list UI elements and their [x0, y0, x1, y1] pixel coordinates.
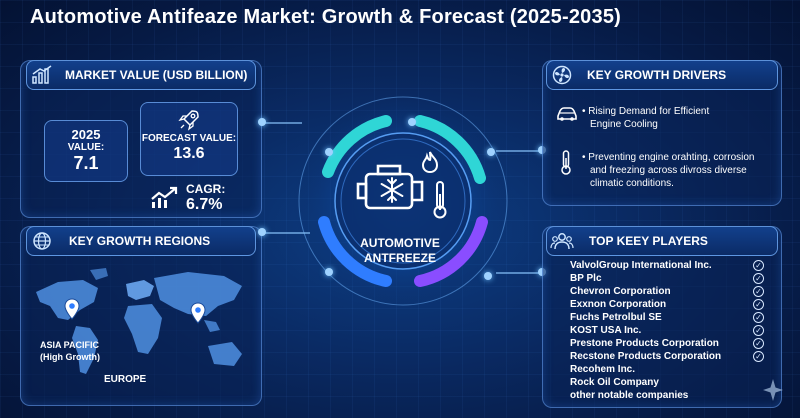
player-item: BP Plc — [570, 273, 602, 284]
player-item: KOST USA Inc. — [570, 325, 642, 336]
market-value-header: MARKET VALUE (USD BILLION) — [26, 60, 256, 90]
players-header: TOP KEEY PLAYERS — [546, 226, 778, 256]
driver-1-text-line1: • Rising Demand for Efficient — [582, 106, 710, 117]
rocket-icon — [141, 107, 237, 133]
drivers-header: KEY GROWTH DRIVERS — [546, 60, 778, 90]
value-2025-box: 2025 VALUE: 7.1 — [44, 120, 128, 182]
fan-icon — [547, 60, 577, 90]
driver-1-text-a: Rising Demand for Efficient — [588, 106, 710, 117]
thermometer-icon — [432, 180, 448, 225]
world-map — [28, 262, 254, 407]
check-icon: ✓ — [753, 312, 764, 323]
sparkle-icon — [762, 378, 784, 407]
connector-line — [496, 150, 540, 152]
europe-label: EUROPE — [104, 374, 147, 385]
regions-header: KEY GROWTH REGIONS — [26, 226, 256, 256]
page-title: Automotive Antifeaze Market: Growth & Fo… — [30, 6, 622, 28]
player-item: Recstone Products Corporation — [570, 351, 722, 362]
connector-dot — [325, 268, 333, 276]
market-value-heading: MARKET VALUE (USD BILLION) — [65, 68, 248, 82]
regions-heading: KEY GROWTH REGIONS — [69, 234, 211, 248]
connector-dot — [258, 118, 266, 126]
people-icon — [547, 226, 577, 256]
connector-line — [496, 272, 540, 274]
connector-line — [262, 232, 310, 234]
player-item: other notable companies — [570, 390, 689, 401]
players-heading: TOP KEEY PLAYERS — [589, 234, 708, 248]
player-item: ValvolGroup International Inc. — [570, 260, 712, 271]
driver-2-text-line1: • Preventing engine orahting, corrosion — [582, 152, 755, 163]
value-label: VALUE: — [67, 142, 105, 153]
connector-dot — [258, 228, 266, 236]
bar-chart-icon — [27, 60, 57, 90]
driver-2-text-line3: climatic conditions. — [590, 178, 674, 189]
player-item: Fuchs Petrolbul SE — [570, 312, 662, 323]
check-icon: ✓ — [753, 260, 764, 271]
check-icon: ✓ — [753, 338, 764, 349]
year-label: 2025 — [71, 127, 101, 142]
asia-pacific-label: ASIA PACIFIC — [40, 340, 100, 350]
connector-line — [262, 122, 302, 124]
forecast-label: FORECAST VALUE: — [141, 133, 237, 144]
thermometer-icon — [560, 150, 572, 181]
snowflake-icon — [378, 176, 406, 209]
car-icon — [556, 106, 578, 127]
check-icon: ✓ — [753, 299, 764, 310]
player-item: Exxnon Corporation — [570, 299, 667, 310]
drivers-heading: KEY GROWTH DRIVERS — [587, 68, 727, 82]
connector-dot — [325, 148, 333, 156]
check-icon: ✓ — [753, 273, 764, 284]
forecast-value-box: FORECAST VALUE: 13.6 — [140, 102, 238, 176]
connector-dot — [487, 148, 495, 156]
trend-up-icon — [150, 186, 180, 215]
center-label-line1: AUTOMOTIVE — [360, 236, 440, 250]
engine-icon — [356, 160, 430, 225]
globe-icon — [27, 226, 57, 256]
driver-2-text-a: Preventing engine orahting, corrosion — [588, 152, 755, 163]
connector-dot — [484, 272, 492, 280]
check-icon: ✓ — [753, 351, 764, 362]
connector-dot — [408, 118, 416, 126]
driver-2-text-line2: and freezing across divross diverse — [590, 165, 747, 176]
player-item: Prestone Products Corporation — [570, 338, 719, 349]
cagr-label: CAGR: — [186, 182, 226, 196]
cagr-value: 6.7% — [186, 196, 223, 213]
value-number: 7.1 — [73, 153, 99, 173]
map-pin-icon — [190, 302, 206, 329]
driver-1-text-line2: Engine Cooling — [590, 119, 658, 130]
check-icon: ✓ — [753, 325, 764, 336]
flame-icon — [420, 150, 440, 179]
check-icon: ✓ — [753, 286, 764, 297]
players-panel — [542, 226, 782, 408]
player-item: Recohem Inc. — [570, 364, 636, 375]
forecast-number: 13.6 — [173, 145, 205, 162]
player-item: Chevron Corporation — [570, 286, 671, 297]
player-item: Rock Oil Company — [570, 377, 659, 388]
map-pin-icon — [64, 298, 80, 325]
center-label-line2: ANTFREEZE — [364, 251, 436, 265]
asia-pacific-sublabel: (High Growth) — [40, 352, 100, 362]
